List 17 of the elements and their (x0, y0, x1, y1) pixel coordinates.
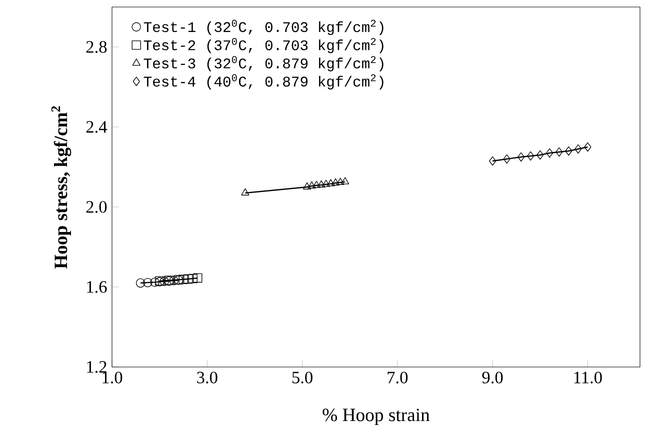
x-axis-title: % Hoop strain (322, 408, 430, 426)
y-tick-label: 2.4 (86, 121, 108, 133)
x-tick-label: 9.0 (482, 372, 503, 384)
y-tick-label: 2.8 (86, 41, 107, 53)
text: Hoop stress, kgf/cm$^{2}$ (51, 106, 72, 269)
y-tick-label: 2.0 (86, 201, 107, 213)
legend-label: Test-3 (32$^{0}$C, 0.879 kgf/cm$^{2}$) (144, 56, 384, 72)
legend-label: Test-2 (37$^{0}$C, 0.703 kgf/cm$^{2}$) (144, 38, 384, 54)
x-tick-label: 7.0 (388, 372, 408, 384)
x-tick-label: 5.0 (292, 372, 312, 384)
legend-label: Test-1 (32$^{0}$C, 0.703 kgf/cm$^{2}$) (144, 20, 384, 35)
y-tick-label: 1.2 (87, 361, 106, 373)
x-tick-label: 11.0 (574, 372, 602, 384)
legend-label: Test-4 (40$^{0}$C, 0.879 kgf/cm$^{2}$) (144, 74, 384, 90)
x-tick-label: 3.0 (197, 372, 218, 384)
x-tick-label: 1.0 (102, 372, 122, 384)
y-tick-label: 1.6 (87, 281, 107, 293)
